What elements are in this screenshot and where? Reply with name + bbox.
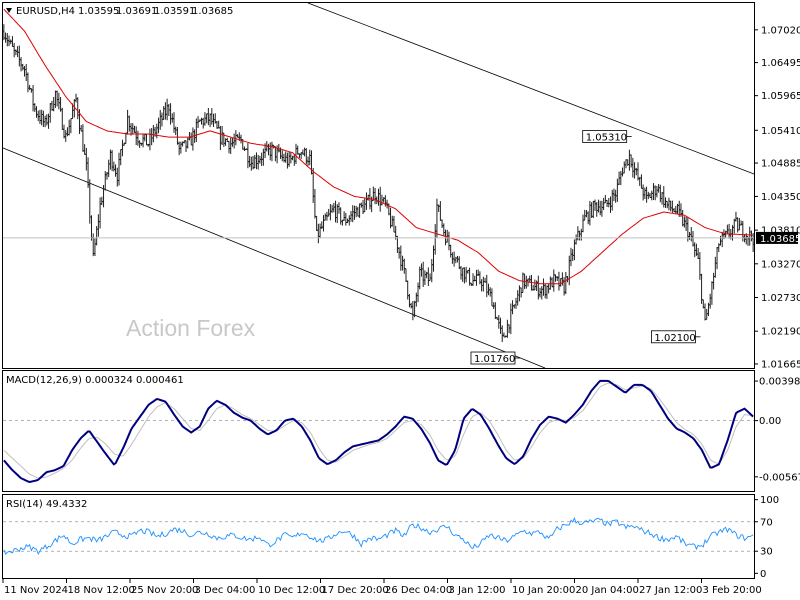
x-tick-label: 3 Dec 04:00	[195, 585, 256, 596]
macd-tick-label: 0.00	[759, 416, 781, 427]
x-tick-label: 11 Nov 2024	[4, 585, 68, 596]
rsi-tick-label: 30	[760, 547, 773, 558]
price-tick-label: 1.05965	[761, 91, 800, 102]
macd-tick-label: 0.003984	[759, 377, 800, 388]
price-tick-label: 1.04350	[761, 192, 800, 203]
price-tick-label: 1.03270	[761, 259, 800, 270]
watermark-text: Action Forex	[126, 315, 256, 341]
price-tick-label: 1.01665	[761, 359, 800, 370]
ohlc-bar	[751, 233, 755, 252]
rsi-tick-label: 0	[760, 569, 766, 580]
price-tick-label: 1.06495	[761, 58, 800, 69]
x-tick-label: 17 Dec 20:00	[322, 585, 389, 596]
price-tick-label: 1.03810	[761, 226, 800, 237]
ohlc-open: 1.03595	[78, 6, 119, 17]
channel-upper-line	[307, 2, 755, 175]
last-price-box	[756, 231, 798, 244]
price-tick-label: 1.04885	[761, 159, 800, 170]
symbol-label: EURUSD,H4	[16, 6, 75, 17]
ohlc-low: 1.03591	[154, 6, 195, 17]
ohlc-close: 1.03685	[192, 6, 233, 17]
macd-main-line	[3, 379, 754, 484]
x-tick-label: 25 Nov 20:00	[131, 585, 198, 596]
macd-title: MACD(12,26,9) 0.000324 0.000461	[6, 375, 184, 386]
rsi-panel-frame	[2, 494, 755, 579]
rsi-line	[3, 516, 754, 556]
price-tick-label: 1.05410	[761, 126, 800, 137]
x-tick-label: 10 Dec 12:00	[258, 585, 325, 596]
x-tick-label: 27 Jan 12:00	[639, 585, 702, 596]
macd-panel-frame	[2, 370, 755, 492]
macd-layer: 0.003984 0.00 -0.00567	[3, 377, 800, 484]
rsi-tick-label: 70	[760, 517, 773, 528]
price-annotation-label: 1.01760	[474, 354, 515, 365]
last-price-label: 1.03685	[760, 234, 800, 245]
price-annotation-label: 1.05310	[586, 133, 627, 144]
rsi-title: RSI(14) 49.4332	[6, 499, 87, 510]
price-panel-frame	[2, 2, 755, 369]
x-tick-label: 20 Jan 04:00	[576, 585, 639, 596]
rsi-tick-label: 100	[760, 495, 779, 506]
channel-lower-line	[2, 147, 546, 369]
moving-average	[3, 8, 754, 285]
x-tick-label: 3 Jan 12:00	[449, 585, 506, 596]
x-tick-label: 26 Dec 04:00	[385, 585, 452, 596]
price-bars	[2, 24, 755, 343]
x-tick-label: 3 Feb 20:00	[703, 585, 762, 596]
ohlc-high: 1.03691	[116, 6, 157, 17]
price-annotations: 1.03685 1.05310 1.01760 1.02100	[3, 130, 800, 365]
price-tick-label: 1.02190	[761, 327, 800, 338]
collapse-triangle-icon[interactable]	[6, 8, 12, 13]
price-tick-label: 1.07020	[761, 25, 800, 36]
rsi-layer: 100 70 30 0	[3, 495, 779, 580]
macd-tick-label: -0.00567	[759, 472, 800, 483]
price-axis-ticks: 1.07020 1.06495 1.05965 1.05410 1.04885 1.043…	[754, 25, 800, 370]
ma-line	[3, 8, 754, 285]
x-tick-label: 10 Jan 20:00	[512, 585, 575, 596]
price-annotation-label: 1.02100	[654, 333, 695, 344]
price-tick-label: 1.02730	[761, 293, 800, 304]
x-tick-label: 18 Nov 12:00	[68, 585, 135, 596]
